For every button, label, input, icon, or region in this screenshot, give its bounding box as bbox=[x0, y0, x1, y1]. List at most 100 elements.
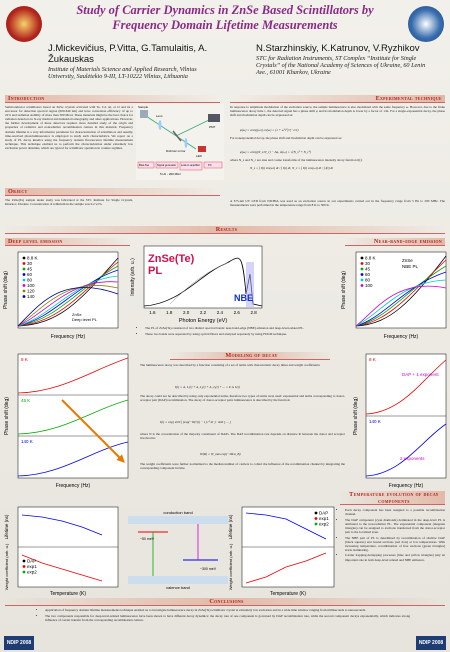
curve bbox=[17, 281, 119, 327]
curve bbox=[355, 285, 447, 327]
curve bbox=[17, 265, 119, 327]
bullet-list: Application of frequency domain lifetime… bbox=[40, 608, 410, 623]
authors: N.Starzhinskiy, K.Katrunov, V.Ryzhikov bbox=[256, 43, 420, 54]
legend-marker bbox=[360, 284, 364, 287]
equation: φ(ω) = arctg(N_s/N_c) − Δφ, m(ω) = √(N_s… bbox=[240, 150, 311, 154]
legend-marker bbox=[360, 267, 364, 271]
affiliation: STC for Radiation Instruments, ST Comple… bbox=[256, 55, 426, 77]
axis-title: Phase shift (deg) bbox=[353, 397, 359, 435]
x-tick-label: 1.8 bbox=[166, 310, 173, 315]
axis-title: Temperature (K) bbox=[270, 591, 306, 597]
paragraph: where N is the concentration of the majo… bbox=[140, 432, 345, 441]
panel-label: 45 K bbox=[21, 398, 30, 403]
x-tick-label: 1.6 bbox=[149, 310, 156, 315]
curve bbox=[365, 423, 447, 477]
curve bbox=[17, 284, 119, 327]
x-tick-label: 2.4 bbox=[217, 310, 224, 315]
x-tick-label: 2.0 bbox=[183, 310, 190, 315]
legend-marker bbox=[22, 559, 26, 563]
plot-annotation: NBE PL bbox=[402, 264, 419, 269]
axis-title: Phase shift (deg) bbox=[341, 271, 347, 309]
plot-annotation: ZnSe(Te) bbox=[148, 253, 195, 265]
axis-title: Frequency (Hz) bbox=[51, 334, 86, 340]
fit-curve bbox=[169, 261, 231, 305]
bullet: These two bands were separated by using … bbox=[145, 332, 340, 336]
curve bbox=[245, 512, 327, 540]
plot-annotation: Deep level PL bbox=[72, 317, 98, 322]
paragraph: A 375-nm UV LED from NICHIA was used as … bbox=[230, 199, 445, 208]
legend-label: 8.8 K bbox=[365, 256, 376, 261]
axis-title: Photon Energy (eV) bbox=[179, 318, 227, 324]
paragraph: Semiconductor scintillators based on ZnS… bbox=[5, 105, 133, 150]
curve bbox=[17, 441, 129, 477]
legend-label: 140 bbox=[27, 294, 35, 299]
panel-label: 8 K bbox=[369, 357, 376, 362]
axis-title: Weight coefficient (arb. u.) bbox=[228, 543, 233, 590]
box bbox=[155, 161, 179, 169]
legend-marker bbox=[314, 517, 318, 520]
legend-marker bbox=[22, 284, 26, 287]
axis-title: Phase shift (deg) bbox=[4, 397, 10, 435]
paragraph: where N_s and N_c are sine and cosine tr… bbox=[230, 158, 363, 162]
x-tick-label: 2.8 bbox=[250, 310, 257, 315]
panel-label: 140 K bbox=[369, 419, 381, 424]
legend-label: exp1 bbox=[319, 516, 329, 521]
bullet: Carrier trapping-detrapping processes (b… bbox=[345, 553, 445, 561]
x-tick-label: 2.6 bbox=[234, 310, 241, 315]
bullet: The DAP component (cyan diamonds) domina… bbox=[345, 518, 445, 534]
band-label: conduction band bbox=[163, 510, 192, 515]
curve bbox=[355, 279, 447, 327]
legend-marker bbox=[360, 278, 364, 282]
diagram-label: Signal generator bbox=[157, 163, 176, 167]
legend-marker bbox=[22, 570, 26, 574]
x-tick-label: 2.2 bbox=[200, 310, 207, 315]
legend-marker bbox=[22, 565, 26, 568]
legend-label: exp2 bbox=[319, 522, 329, 527]
conduction-band bbox=[128, 516, 228, 524]
legend-label: 100 bbox=[365, 283, 373, 288]
curve bbox=[17, 257, 119, 327]
axis-title: Frequency (Hz) bbox=[389, 483, 424, 489]
diagram-label: Sample bbox=[138, 105, 149, 109]
axis-title: Weight coefficient (arb. u.) bbox=[4, 543, 9, 590]
led-icon bbox=[198, 146, 206, 152]
section-header: Deep level emission bbox=[5, 238, 130, 246]
axis-title: Lifetime (ns) bbox=[228, 514, 233, 539]
plot-annotation: PL bbox=[148, 265, 162, 277]
lens-icon bbox=[184, 138, 188, 148]
diagram-label: Lock-in amplifier bbox=[181, 163, 200, 167]
paragraph: In response to amplitude modulation of t… bbox=[230, 105, 445, 118]
section-header: Results bbox=[5, 226, 445, 234]
curve bbox=[17, 357, 129, 394]
lens-icon bbox=[158, 120, 162, 130]
curve bbox=[21, 554, 103, 582]
box bbox=[179, 161, 203, 171]
equation: I(t) = exp[ 4πN ∫ (exp(−W(r)t) − 1) r² d… bbox=[160, 420, 231, 424]
equation: I(t) = A₁ I₁(t) + A₂ I₂(t) + A₃ I₃(t) + … bbox=[175, 385, 240, 389]
legend-label: 80 bbox=[365, 278, 371, 283]
sample-icon bbox=[140, 110, 148, 118]
legend-marker bbox=[22, 278, 26, 282]
legend-label: 45 bbox=[365, 267, 371, 272]
panel-label: 2 exponents bbox=[400, 456, 425, 461]
diagram-label: LED bbox=[196, 154, 203, 158]
bullet: Application of frequency domain lifetime… bbox=[45, 608, 410, 612]
legend-marker bbox=[360, 256, 364, 260]
diagram-label: PC bbox=[208, 163, 212, 167]
curve bbox=[355, 259, 447, 327]
plot-annotation: NBE bbox=[234, 293, 253, 303]
box bbox=[203, 161, 223, 169]
paragraph: The weight coefficients were further nor… bbox=[140, 462, 345, 471]
footer-logo: NDIP 2008 bbox=[416, 636, 446, 650]
panel-label: 140 K bbox=[21, 439, 33, 444]
legend-label: exp2 bbox=[27, 570, 37, 575]
plot-annotation: ZnSe bbox=[72, 312, 82, 317]
authors: J.Mickevičius, P.Vitta, G.Tamulaitis, A.… bbox=[48, 43, 208, 65]
axis-title: Lifetime (ns) bbox=[4, 514, 9, 539]
legend-marker bbox=[22, 295, 26, 298]
diagram-label: Dichroic mirror bbox=[166, 149, 186, 153]
panel-label: 8 K bbox=[21, 357, 28, 362]
